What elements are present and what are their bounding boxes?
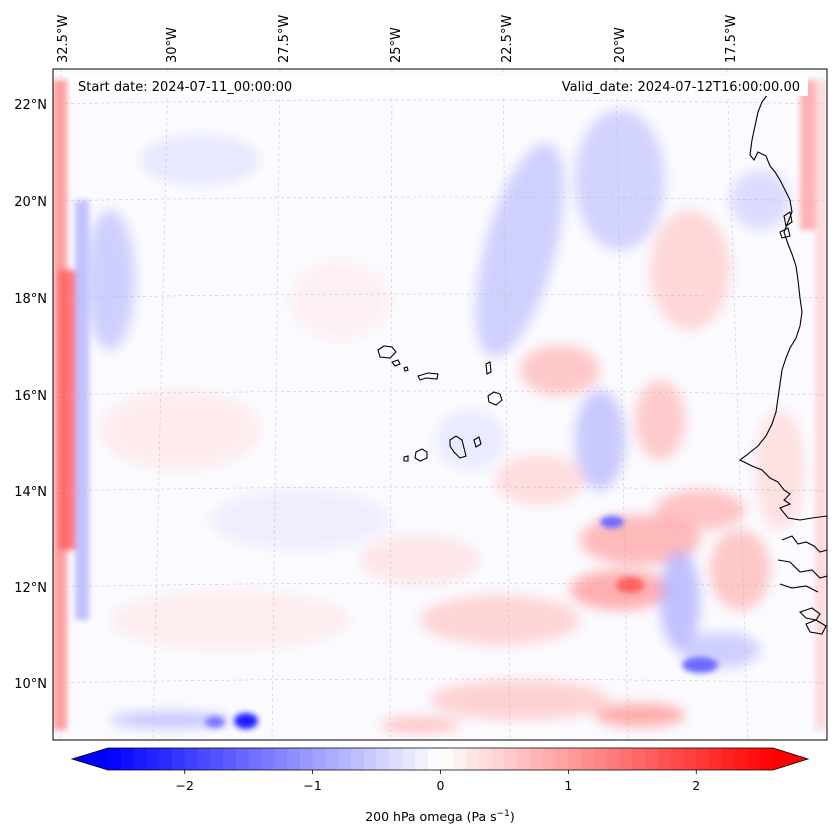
- colorbar-steps: [72, 748, 808, 770]
- colorbar-step: [657, 748, 672, 770]
- colorbar-step: [350, 748, 365, 770]
- colorbar-step: [542, 748, 557, 770]
- colorbar-step: [491, 748, 506, 770]
- colorbar-step: [747, 748, 761, 770]
- colorbar-extend-max: [773, 748, 808, 770]
- lon-label: 17.5°W: [724, 15, 739, 63]
- colorbar-step: [184, 748, 199, 770]
- colorbar-step: [619, 748, 633, 770]
- colorbar-step: [299, 748, 314, 770]
- map-panel: Start date: 2024-07-11_00:00:00 Valid_da…: [52, 68, 828, 741]
- lat-label: 10°N: [14, 677, 47, 692]
- lat-label: 16°N: [14, 389, 47, 404]
- colorbar-step: [530, 748, 544, 770]
- island-sao-nicolau: [417, 372, 439, 381]
- island-santo-antao: [377, 345, 397, 359]
- lat-label: 18°N: [14, 292, 47, 307]
- colorbar-label: 200 hPa omega (Pa s−1): [365, 809, 515, 824]
- island-santiago: [449, 435, 467, 459]
- colorbar-tick-label: 2: [692, 778, 700, 793]
- colorbar-step: [606, 748, 621, 770]
- colorbar-step: [274, 748, 288, 770]
- colorbar-step: [248, 748, 263, 770]
- colorbar-step: [235, 748, 250, 770]
- colorbar-step: [478, 748, 493, 770]
- colorbar-step: [223, 748, 237, 770]
- colorbar-step: [197, 748, 211, 770]
- lon-label: 20°W: [613, 27, 628, 63]
- island-sal: [485, 361, 492, 375]
- colorbar-step: [363, 748, 378, 770]
- colorbar-step: [402, 748, 416, 770]
- colorbar-step: [734, 748, 749, 770]
- colorbar-step: [325, 748, 339, 770]
- omega-field: [53, 80, 827, 733]
- colorbar-step: [427, 748, 442, 770]
- colorbar-step: [146, 748, 160, 770]
- colorbar-ticks: −2 −1 0 1 2: [176, 770, 700, 793]
- coastlines: [377, 93, 827, 635]
- island-sao-vicente: [391, 359, 401, 367]
- colorbar-step: [670, 748, 685, 770]
- colorbar-step: [593, 748, 608, 770]
- colorbar-step: [568, 748, 582, 770]
- lat-label: 22°N: [14, 98, 47, 113]
- colorbar-tick-label: 0: [437, 778, 445, 793]
- colorbar-tick-label: −2: [176, 778, 194, 793]
- colorbar-step: [338, 748, 352, 770]
- lon-label: 32.5°W: [56, 15, 71, 63]
- colorbar-step: [760, 748, 774, 770]
- colorbar-step: [376, 748, 390, 770]
- colorbar-step: [504, 748, 518, 770]
- colorbar-step: [133, 748, 147, 770]
- colorbar-step: [210, 748, 224, 770]
- colorbar-tick-label: 1: [564, 778, 572, 793]
- colorbar-extend-min: [72, 748, 108, 770]
- lon-label: 27.5°W: [277, 15, 292, 63]
- colorbar-step: [632, 748, 646, 770]
- colorbar-step: [709, 748, 723, 770]
- colorbar-step: [159, 748, 173, 770]
- map-frame: [52, 68, 828, 741]
- lat-label: 20°N: [14, 195, 47, 210]
- colorbar-step: [261, 748, 275, 770]
- colorbar-step: [645, 748, 659, 770]
- colorbar-step: [696, 748, 710, 770]
- lat-label: 12°N: [14, 581, 47, 596]
- island-boa-vista: [487, 391, 503, 406]
- colorbar-step: [312, 748, 327, 770]
- colorbar-step: [721, 748, 736, 770]
- colorbar-step: [120, 748, 135, 770]
- colorbar-tick-label: −1: [303, 778, 321, 793]
- lon-label: 30°W: [165, 27, 180, 63]
- colorbar-step: [171, 748, 186, 770]
- lon-label: 25°W: [389, 27, 404, 63]
- colorbar-step: [517, 748, 531, 770]
- lat-label: 14°N: [14, 485, 47, 500]
- colorbar-step: [287, 748, 301, 770]
- island-brava: [403, 455, 409, 462]
- header-band: [70, 76, 808, 96]
- gridlines: [53, 69, 827, 740]
- longitude-labels: 32.5°W 30°W 27.5°W 25°W 22.5°W 20°W 17.5…: [56, 15, 739, 63]
- colorbar-step: [108, 748, 122, 770]
- colorbar-step: [466, 748, 480, 770]
- colorbar-outline: [70, 747, 810, 771]
- colorbar-step: [440, 748, 454, 770]
- latitude-labels: 22°N 20°N 18°N 16°N 14°N 12°N 10°N: [14, 98, 47, 692]
- island-maio: [473, 436, 482, 448]
- island-fogo: [414, 448, 428, 462]
- colorbar-step: [581, 748, 595, 770]
- colorbar-step: [414, 748, 429, 770]
- lon-label: 22.5°W: [500, 15, 515, 63]
- start-date-label: Start date: 2024-07-11_00:00:00: [78, 80, 292, 95]
- colorbar-step: [453, 748, 467, 770]
- colorbar-step: [683, 748, 697, 770]
- valid-date-label: Valid_date: 2024-07-12T16:00:00.00: [562, 80, 800, 95]
- colorbar-step: [389, 748, 403, 770]
- colorbar-step: [555, 748, 569, 770]
- colorbar: −2 −1 0 1 2 200 hPa omega (Pa s−1): [70, 747, 810, 824]
- africa-coastline: [738, 93, 827, 521]
